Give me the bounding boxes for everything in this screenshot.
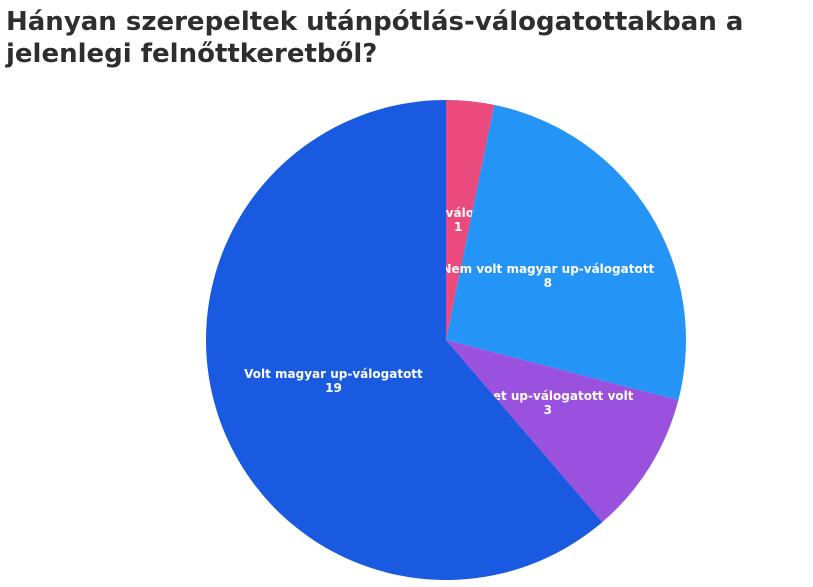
slice-value: 8 bbox=[544, 276, 552, 290]
slice-label: Volt magyar up-válogatott bbox=[244, 367, 423, 381]
pie-slice bbox=[446, 100, 495, 340]
pie-slice bbox=[446, 104, 687, 401]
pie-slice bbox=[446, 340, 679, 523]
slice-value: 3 bbox=[544, 403, 552, 417]
pie-slice bbox=[206, 100, 603, 580]
slice-value: 1 bbox=[454, 220, 462, 234]
slice-label: Nem volt magyar up-válogatott bbox=[441, 262, 654, 276]
slice-label: Német up-válogatott volt bbox=[462, 389, 634, 403]
slice-value: 19 bbox=[325, 381, 342, 395]
chart-title: Hányan szerepeltek utánpótlás-válogatott… bbox=[6, 7, 744, 69]
